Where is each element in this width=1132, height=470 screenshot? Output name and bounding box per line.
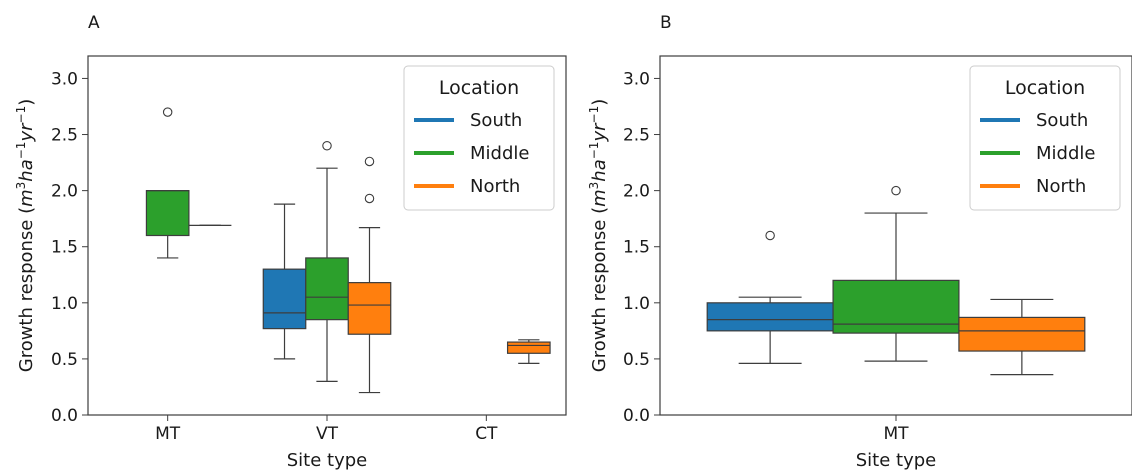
y-axis-label: Growth response (m3ha−1yr−1)	[587, 99, 610, 373]
outlier-point	[365, 157, 373, 165]
outlier-point	[365, 194, 373, 202]
legend-title: Location	[1005, 77, 1085, 99]
legend-title: Location	[439, 77, 519, 99]
y-tick-label: 2.5	[51, 126, 78, 146]
box-iqr	[146, 191, 188, 236]
y-tick-label: 3.0	[51, 69, 78, 89]
y-tick-label: 2.0	[51, 182, 78, 202]
box-middle-mt	[833, 186, 959, 361]
y-tick-label: 0.5	[623, 350, 650, 370]
legend-label-south: South	[470, 110, 522, 131]
y-tick-label: 1.0	[623, 294, 650, 314]
box-iqr	[508, 342, 550, 353]
legend-label-north: North	[470, 176, 520, 197]
box-iqr	[306, 258, 348, 320]
panel-label: A	[88, 13, 100, 33]
x-tick-label-mt: MT	[883, 424, 909, 444]
legend-label-middle: Middle	[1036, 143, 1095, 164]
legend: Location South Middle North	[404, 66, 554, 210]
box-south-mt	[707, 231, 833, 363]
outlier-point	[766, 231, 774, 239]
y-tick-label: 1.5	[51, 238, 78, 258]
box-iqr	[833, 280, 959, 333]
box-middle-mt	[146, 108, 188, 258]
y-tick-label: 1.5	[623, 238, 650, 258]
x-axis-label: Site type	[856, 450, 937, 470]
y-axis-label: Growth response (m3ha−1yr−1)	[14, 99, 37, 373]
outlier-point	[323, 142, 331, 150]
panel-B: B 0.0 0.5 1.0 1.5 2.0 2.5 3.0 MT Site type Growth …	[587, 13, 1132, 470]
y-tick-label: 1.0	[51, 294, 78, 314]
outlier-point	[163, 108, 171, 116]
y-tick-label: 3.0	[623, 69, 650, 89]
y-tick-label: 2.0	[623, 182, 650, 202]
box-north-vt	[348, 157, 390, 392]
x-axis-label: Site type	[287, 450, 368, 470]
box-iqr	[959, 317, 1085, 351]
y-tick-label: 0.0	[623, 406, 650, 426]
box-north-mt	[959, 299, 1085, 374]
box-iqr	[263, 269, 305, 328]
x-tick-label-mt: MT	[155, 424, 181, 444]
y-tick-label: 2.5	[623, 126, 650, 146]
box-south-vt	[263, 204, 305, 359]
panel-A: A 0.0 0.5 1.0 1.5 2.0 2.5 3.0 MT VT CT Site type Gro…	[14, 13, 566, 470]
y-tick-label: 0.0	[51, 406, 78, 426]
box-middle-vt	[306, 142, 348, 382]
legend-label-south: South	[1036, 110, 1088, 131]
x-tick-label-ct: CT	[475, 424, 498, 444]
legend-label-north: North	[1036, 176, 1086, 197]
box-north-ct	[508, 340, 550, 364]
y-tick-label: 0.5	[51, 350, 78, 370]
panel-label: B	[660, 13, 672, 33]
outlier-point	[892, 186, 900, 194]
box-iqr	[707, 303, 833, 331]
legend-label-middle: Middle	[470, 143, 529, 164]
x-tick-label-vt: VT	[316, 424, 339, 444]
legend: Location South Middle North	[970, 66, 1120, 210]
box-iqr	[348, 283, 390, 335]
